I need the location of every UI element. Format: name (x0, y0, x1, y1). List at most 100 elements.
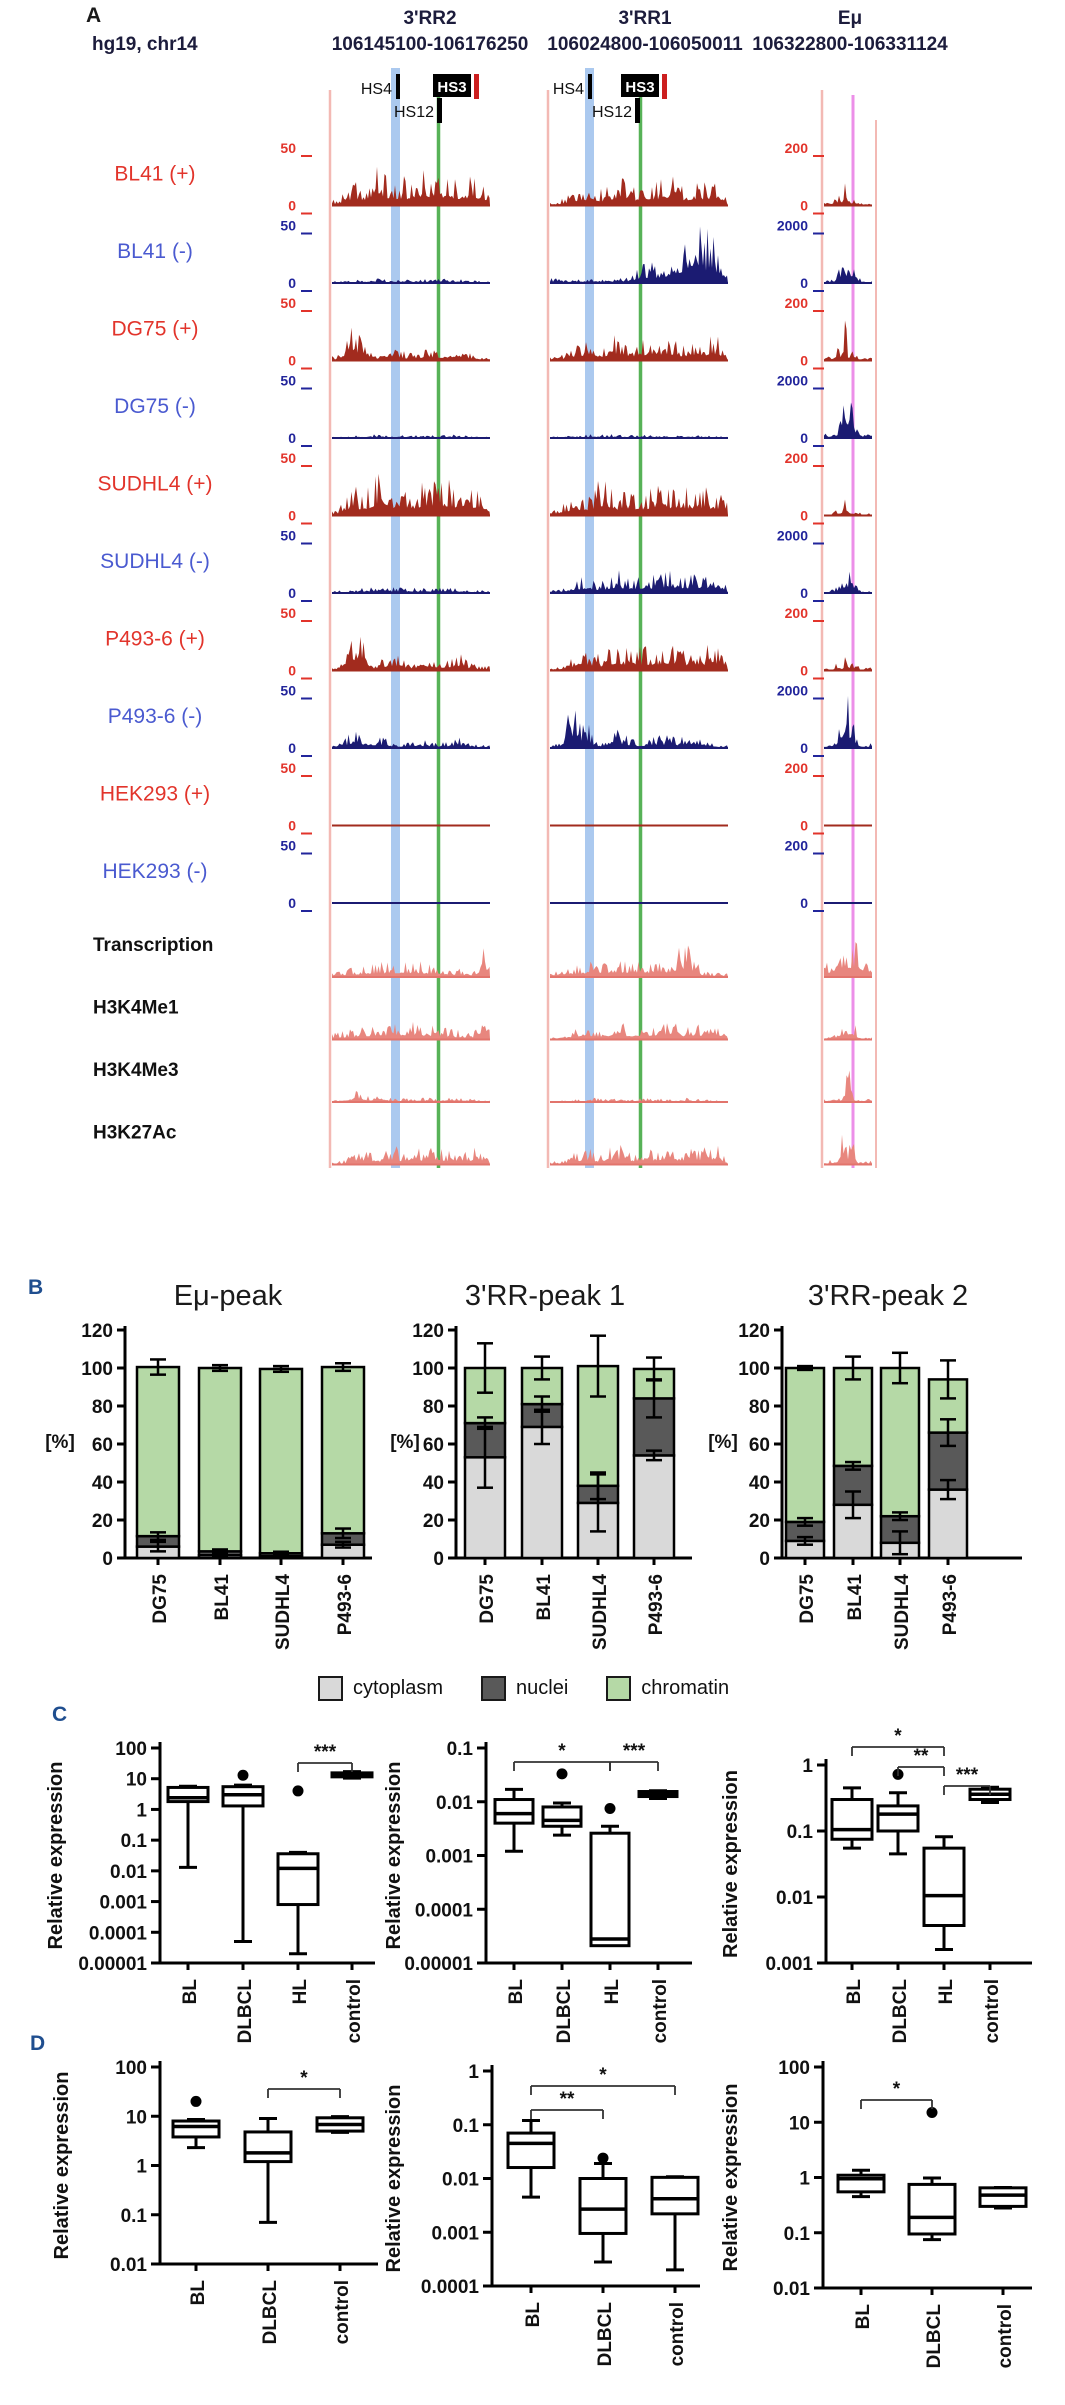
svg-text:50: 50 (280, 140, 296, 156)
svg-text:H3K4Me3: H3K4Me3 (93, 1060, 179, 1081)
svg-text:50: 50 (280, 450, 296, 466)
svg-text:0: 0 (800, 895, 808, 911)
region-name-2: Eμ (837, 8, 863, 29)
svg-text:0.001: 0.001 (99, 1893, 147, 1914)
legend-label: chromatin (641, 1677, 730, 1699)
svg-text:DLBCL: DLBCL (554, 1979, 575, 2044)
svg-text:0: 0 (800, 353, 808, 369)
svg-text:HS12: HS12 (592, 104, 632, 121)
svg-text:100: 100 (412, 1359, 444, 1380)
panel-c-label: C (52, 1703, 68, 1726)
svg-text:20: 20 (749, 1511, 770, 1532)
region-name-0: 3'RR2 (403, 8, 457, 29)
svg-text:BL: BL (188, 2280, 209, 2306)
svg-text:DLBCL: DLBCL (595, 2302, 616, 2367)
svg-text:2000: 2000 (777, 528, 808, 544)
svg-text:BL: BL (853, 2304, 874, 2330)
svg-text:BL: BL (180, 1979, 201, 2005)
svg-text:0.01: 0.01 (110, 1862, 147, 1883)
svg-text:120: 120 (738, 1321, 770, 1342)
svg-text:[%]: [%] (45, 1432, 75, 1453)
svg-text:P493-6: P493-6 (335, 1574, 356, 1635)
svg-text:0.01: 0.01 (773, 2279, 810, 2300)
svg-text:*: * (599, 2065, 607, 2086)
svg-text:3'RR-peak 2: 3'RR-peak 2 (808, 1280, 968, 1312)
svg-text:Transcription: Transcription (93, 935, 213, 956)
genome-build-label: hg19, chr14 (92, 34, 198, 55)
svg-text:200: 200 (785, 140, 809, 156)
svg-text:0: 0 (759, 1549, 770, 1570)
svg-text:200: 200 (785, 605, 809, 621)
svg-text:BL41 (-): BL41 (-) (117, 240, 193, 263)
legend-item-nuclei: nuclei (481, 1676, 568, 1701)
svg-text:200: 200 (785, 760, 809, 776)
svg-text:50: 50 (280, 373, 296, 389)
svg-text:HS3: HS3 (437, 79, 466, 96)
svg-text:0.1: 0.1 (447, 1739, 474, 1760)
svg-text:0.01: 0.01 (110, 2255, 147, 2276)
svg-text:DLBCL: DLBCL (924, 2304, 945, 2369)
svg-text:100: 100 (115, 2058, 147, 2079)
svg-text:60: 60 (92, 1435, 113, 1456)
svg-text:0.1: 0.1 (453, 2116, 480, 2137)
svg-text:40: 40 (92, 1473, 113, 1494)
svg-text:50: 50 (280, 683, 296, 699)
svg-text:0.0001: 0.0001 (421, 2277, 480, 2298)
legend-item-chromatin: chromatin (606, 1676, 729, 1701)
svg-text:H3K4Me1: H3K4Me1 (93, 998, 179, 1019)
panel-d-box-plots: 100 10 1 0.1 0.01 Relative expression BL DLBCL c… (51, 2058, 1032, 2369)
svg-text:0: 0 (288, 353, 296, 369)
panel-d-label: D (30, 2032, 46, 2055)
svg-text:0: 0 (102, 1549, 113, 1570)
svg-text:HS3: HS3 (625, 79, 654, 96)
svg-text:DG75: DG75 (797, 1574, 818, 1624)
svg-text:10: 10 (126, 1770, 147, 1791)
svg-text:HS4: HS4 (553, 81, 584, 98)
svg-text:Relative expression: Relative expression (720, 1770, 742, 1958)
svg-text:0.01: 0.01 (436, 1793, 473, 1814)
svg-text:H3K27Ac: H3K27Ac (93, 1123, 177, 1144)
svg-text:HEK293 (-): HEK293 (-) (102, 860, 207, 883)
svg-text:50: 50 (280, 605, 296, 621)
svg-text:1: 1 (136, 2157, 147, 2178)
svg-text:control: control (344, 1979, 365, 2043)
svg-text:0: 0 (800, 430, 808, 446)
svg-text:2000: 2000 (777, 683, 808, 699)
svg-text:0: 0 (288, 508, 296, 524)
svg-text:1: 1 (802, 1756, 813, 1777)
svg-text:control: control (995, 2304, 1016, 2368)
svg-text:**: ** (560, 2089, 575, 2110)
svg-text:SUDHL4 (-): SUDHL4 (-) (100, 550, 210, 573)
svg-text:80: 80 (92, 1397, 113, 1418)
legend-label: nuclei (516, 1677, 569, 1699)
svg-text:200: 200 (785, 295, 809, 311)
svg-text:1: 1 (468, 2062, 479, 2083)
svg-text:0: 0 (288, 198, 296, 214)
svg-text:DLBCL: DLBCL (235, 1979, 256, 2044)
svg-text:***: *** (956, 1765, 979, 1786)
svg-text:0: 0 (800, 585, 808, 601)
svg-text:HS4: HS4 (361, 81, 392, 98)
svg-text:50: 50 (280, 218, 296, 234)
svg-text:DG75: DG75 (150, 1574, 171, 1624)
svg-text:0.1: 0.1 (787, 1822, 814, 1843)
svg-text:HL: HL (290, 1979, 311, 2005)
svg-text:0.001: 0.001 (431, 2223, 479, 2244)
svg-text:BL41: BL41 (212, 1574, 233, 1621)
svg-text:0.0001: 0.0001 (89, 1923, 148, 1944)
svg-text:1: 1 (799, 2169, 810, 2190)
svg-text:Relative expression: Relative expression (720, 2084, 742, 2272)
region-name-1: 3'RR1 (618, 8, 672, 29)
svg-text:DLBCL: DLBCL (260, 2280, 281, 2345)
svg-text:control: control (982, 1979, 1003, 2043)
fraction-legend: cytoplasm nuclei chromatin (318, 1676, 729, 1701)
svg-text:10: 10 (789, 2113, 810, 2134)
legend-item-cytoplasm: cytoplasm (318, 1676, 443, 1701)
svg-text:BL41: BL41 (534, 1574, 555, 1621)
svg-text:DLBCL: DLBCL (890, 1979, 911, 2044)
region-coords-1: 106024800-106050011 (547, 34, 743, 55)
svg-text:40: 40 (423, 1473, 444, 1494)
svg-text:100: 100 (738, 1359, 770, 1380)
svg-text:0: 0 (433, 1549, 444, 1570)
svg-text:0.00001: 0.00001 (404, 1954, 473, 1975)
